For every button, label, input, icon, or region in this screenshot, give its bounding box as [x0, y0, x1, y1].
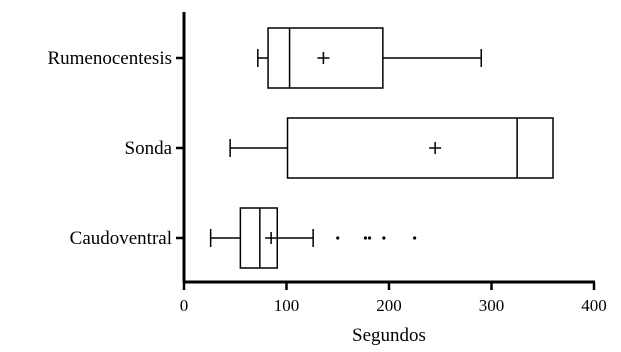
category-label: Sonda — [125, 138, 173, 159]
x-tick-label: 400 — [581, 296, 607, 315]
box-group — [257, 27, 482, 89]
x-axis-label: Segundos — [352, 325, 426, 346]
outlier-point — [382, 236, 386, 240]
category-label: Caudoventral — [70, 228, 172, 249]
category-labels: Rumenocentesis Sonda Caudoventral — [47, 48, 184, 249]
x-tick-label: 100 — [274, 296, 300, 315]
plot-marks — [209, 27, 554, 269]
box-group — [229, 117, 554, 179]
x-tick-label: 300 — [479, 296, 505, 315]
outlier-point — [363, 236, 368, 240]
x-tick-label: 0 — [180, 296, 189, 315]
outlier-point — [367, 236, 372, 240]
x-axis: 0 100 200 300 400 Segundos — [180, 280, 607, 346]
iqr-box — [286, 117, 554, 179]
iqr-box — [239, 207, 279, 269]
x-ticks: 0 100 200 300 400 — [180, 282, 607, 315]
outlier-point — [336, 236, 340, 240]
box-group — [209, 207, 417, 269]
iqr-box — [267, 27, 384, 89]
category-label: Rumenocentesis — [47, 48, 172, 69]
x-tick-label: 200 — [376, 296, 402, 315]
outlier-point — [413, 236, 417, 240]
